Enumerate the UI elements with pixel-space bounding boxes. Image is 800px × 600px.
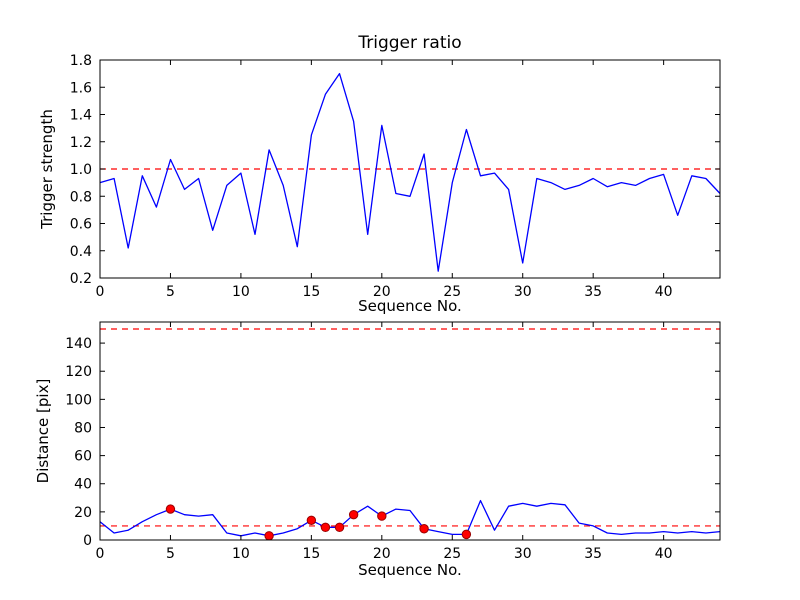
bottom-x-axis-label: Sequence No. [358,561,462,579]
trigger-event-marker [320,522,331,533]
trigger-event-marker [306,515,317,526]
x-tick-label: 20 [373,546,391,562]
trigger-event-marker [334,522,345,533]
axes-frame [99,321,721,541]
y-tick-label: 0.8 [70,189,92,205]
y-tick-label: 0.6 [70,217,92,233]
bottom-y-axis-label: Distance [pix] [34,379,52,484]
plot-background [100,322,720,540]
x-tick-label: 10 [232,546,250,562]
bottom-plot: 0 5 10 15 20 25 30 35 40 0 20 40 60 80 100 120 140 [65,321,721,562]
x-tick-label: 35 [584,284,602,300]
trigger-event-marker [165,504,176,514]
trigger-event-marker [377,511,387,521]
trigger-event-marker [348,509,359,520]
x-tick-label: 30 [514,284,532,300]
y-tick-label: 1.8 [70,53,92,69]
trigger-event-marker [461,529,472,540]
x-tick-label: 10 [232,284,250,300]
y-tick-label: 1.6 [70,80,92,96]
x-tick-label: 35 [584,546,602,562]
x-tick-label: 15 [302,546,320,562]
y-tick-label: 0 [83,533,92,549]
trigger-event-marker [419,524,429,534]
y-tick-label: 40 [74,477,92,493]
y-tick-label: 120 [65,364,92,380]
y-tick-label: 1.0 [70,162,92,178]
distance-line [99,499,721,537]
y-tick-label: 1.2 [70,135,92,151]
x-tick-label: 20 [373,284,391,300]
trigger-event-marker [264,531,274,541]
trigger-strength-line [99,72,721,272]
top-chart-title: Trigger ratio [357,33,461,53]
y-tick-label: 80 [74,420,92,436]
x-tick-label: 0 [96,284,105,300]
y-tick-label: 140 [65,336,92,352]
top-plot: 0 5 10 15 20 25 30 35 40 0.2 0.4 0.6 0.8 1.0 1.2 1.4 1.6… [70,53,721,300]
x-tick-label: 25 [443,546,461,562]
top-y-axis-label: Trigger strength [38,109,56,230]
x-tick-label: 0 [96,546,105,562]
y-tick-label: 0.2 [70,271,92,287]
y-tick-label: 100 [65,392,92,408]
y-tick-label: 0.4 [70,244,92,260]
x-tick-label: 5 [166,284,175,300]
x-tick-label: 5 [166,546,175,562]
x-tick-label: 40 [655,284,673,300]
x-tick-label: 30 [514,546,532,562]
y-tick-label: 60 [74,449,92,465]
y-tick-label: 1.4 [70,108,92,124]
x-tick-label: 25 [443,284,461,300]
x-tick-label: 15 [302,284,320,300]
top-x-axis-label: Sequence No. [358,297,462,315]
y-tick-label: 20 [74,505,92,521]
x-tick-label: 40 [655,546,673,562]
